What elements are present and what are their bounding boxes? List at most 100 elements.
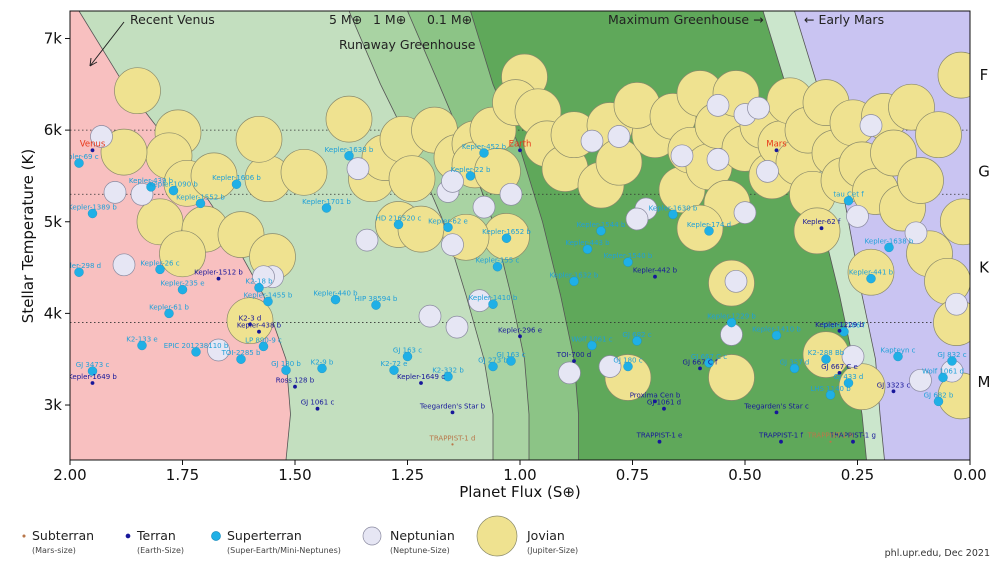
planet-label: Kepler-155 c [476,257,520,265]
legend-label-jovian: Jovian [526,528,565,543]
annotation-recent-venus: Recent Venus [130,12,215,27]
point-terran [419,381,423,385]
point-neptunian [445,315,469,339]
planet-label: tau Cet f [833,191,864,199]
planet-label: Kepler-1552 b [176,193,225,201]
point-superterran [501,233,512,243]
point-superterran [726,317,737,328]
point-jovian [280,148,328,196]
point-terran [450,410,455,415]
planet-label: GJ 682 c [622,331,651,339]
point-superterran [263,296,273,307]
point-terran [662,406,666,411]
planet-label: Kepler-1606 b [212,174,261,182]
point-terran [837,328,842,333]
planet-label: GJ 357 d [780,358,810,366]
x-axis-label: Planet Flux (S⊕) [459,483,581,501]
planet-label: TRAPPIST-1 f [758,432,803,440]
point-superterran [789,363,800,374]
point-superterran [168,185,179,196]
planet-label: Kepler-1455 b [244,292,293,300]
point-neptunian [90,125,113,148]
planet-label: Kepler-438 b [237,322,282,330]
legend-sub-neptunian: (Neptune-Size) [390,546,450,555]
point-superterran [587,340,597,351]
point-terran [315,406,320,411]
point-superterran [146,182,156,192]
point-superterran [443,222,453,233]
planet-label: TRAPPIST-1 g [829,432,876,440]
point-terran [518,334,522,339]
y-tick-label: 4k [44,304,63,322]
planet-label: EPIC 201238110 b [164,342,229,350]
legend-label-subterran: Subterran [32,528,94,543]
point-superterran [704,358,714,368]
point-neptunian [103,181,127,204]
planet-label: Kepler-235 e [160,280,204,288]
planet-label: GJ 667 C f [683,358,718,366]
point-superterran [506,356,516,366]
point-neptunian [580,129,604,153]
credit: phl.upr.edu, Dec 2021 [885,548,990,559]
x-tick-label: 0.75 [616,466,649,484]
planet-label: Kepler-26 c [140,259,179,267]
point-superterran [389,365,399,375]
point-jovian [708,354,755,401]
y-tick-label: 5k [44,213,63,231]
annotation-mass-5: 5 M⊕ [329,12,362,27]
point-terran [698,366,702,371]
point-terran [653,399,657,404]
planet-label: K2-133 e [126,336,157,344]
point-superterran [231,179,242,189]
planet-label: Kepler-441 b [849,269,894,277]
point-superterran [866,273,876,284]
planet-label: Kepler-62 f [803,218,841,226]
planet-label: Kepler-1229 b [707,313,756,321]
point-superterran [195,198,206,209]
planet-label: GJ 3323 c [877,381,911,389]
point-superterran [843,195,854,206]
planet-label: HD 216520 c [376,215,422,223]
planet-label: Kepler-1229 b [815,321,864,329]
point-superterran [569,276,579,286]
legend-sub-terran: (Earth-Size) [137,546,184,555]
planet-label: Kapteyn c [881,347,916,355]
planet-label: Kepler-1389 b [68,204,117,212]
legend-label-neptunian: Neptunian [390,528,455,543]
point-neptunian [558,361,581,385]
point-superterran [704,226,714,236]
annotation-maximum-greenhouse: Maximum Greenhouse → [608,12,764,27]
point-terran [90,148,95,153]
annotation-runaway-greenhouse: Runaway Greenhouse [339,37,476,52]
planet-label: Kepler-186 f [823,322,866,330]
point-jovian [937,51,970,99]
legend-marker-terran [125,533,131,539]
point-neptunian [841,345,865,368]
planet-label: Kepler-442 b [633,267,678,275]
point-jovian [397,205,445,253]
point-superterran [177,284,188,295]
y-axis-label: Stellar Temperature (K) [19,149,37,323]
planet-label: Earth [509,139,532,149]
point-superterran [87,366,98,376]
legend-sub-subterran: (Mars-size) [32,546,76,555]
annotation-mass-0-1: 0.1 M⊕ [427,12,472,27]
legend-marker-superterran [211,531,221,541]
spectral-class-K: K [979,259,990,277]
point-superterran [74,267,84,277]
planet-label: GJ 433 d [834,373,864,381]
point-superterran [191,347,201,357]
y-axis-ticks: 3k 4k 5k 6k 7k [44,29,70,414]
legend-sub-jovian: (Jupiter-Size) [527,546,578,555]
point-terran [819,226,824,231]
point-superterran [258,341,269,352]
point-jovian [915,111,962,159]
point-superterran [371,300,381,310]
planet-label: Kepler-1632 b [550,271,599,279]
point-superterran [465,171,476,181]
planet-label: K2-18 b [245,278,273,286]
point-neptunian [724,269,748,293]
recent-venus-arrow [89,21,125,67]
point-superterran [87,208,98,219]
planet-label: Kepler-298 d [57,262,101,270]
